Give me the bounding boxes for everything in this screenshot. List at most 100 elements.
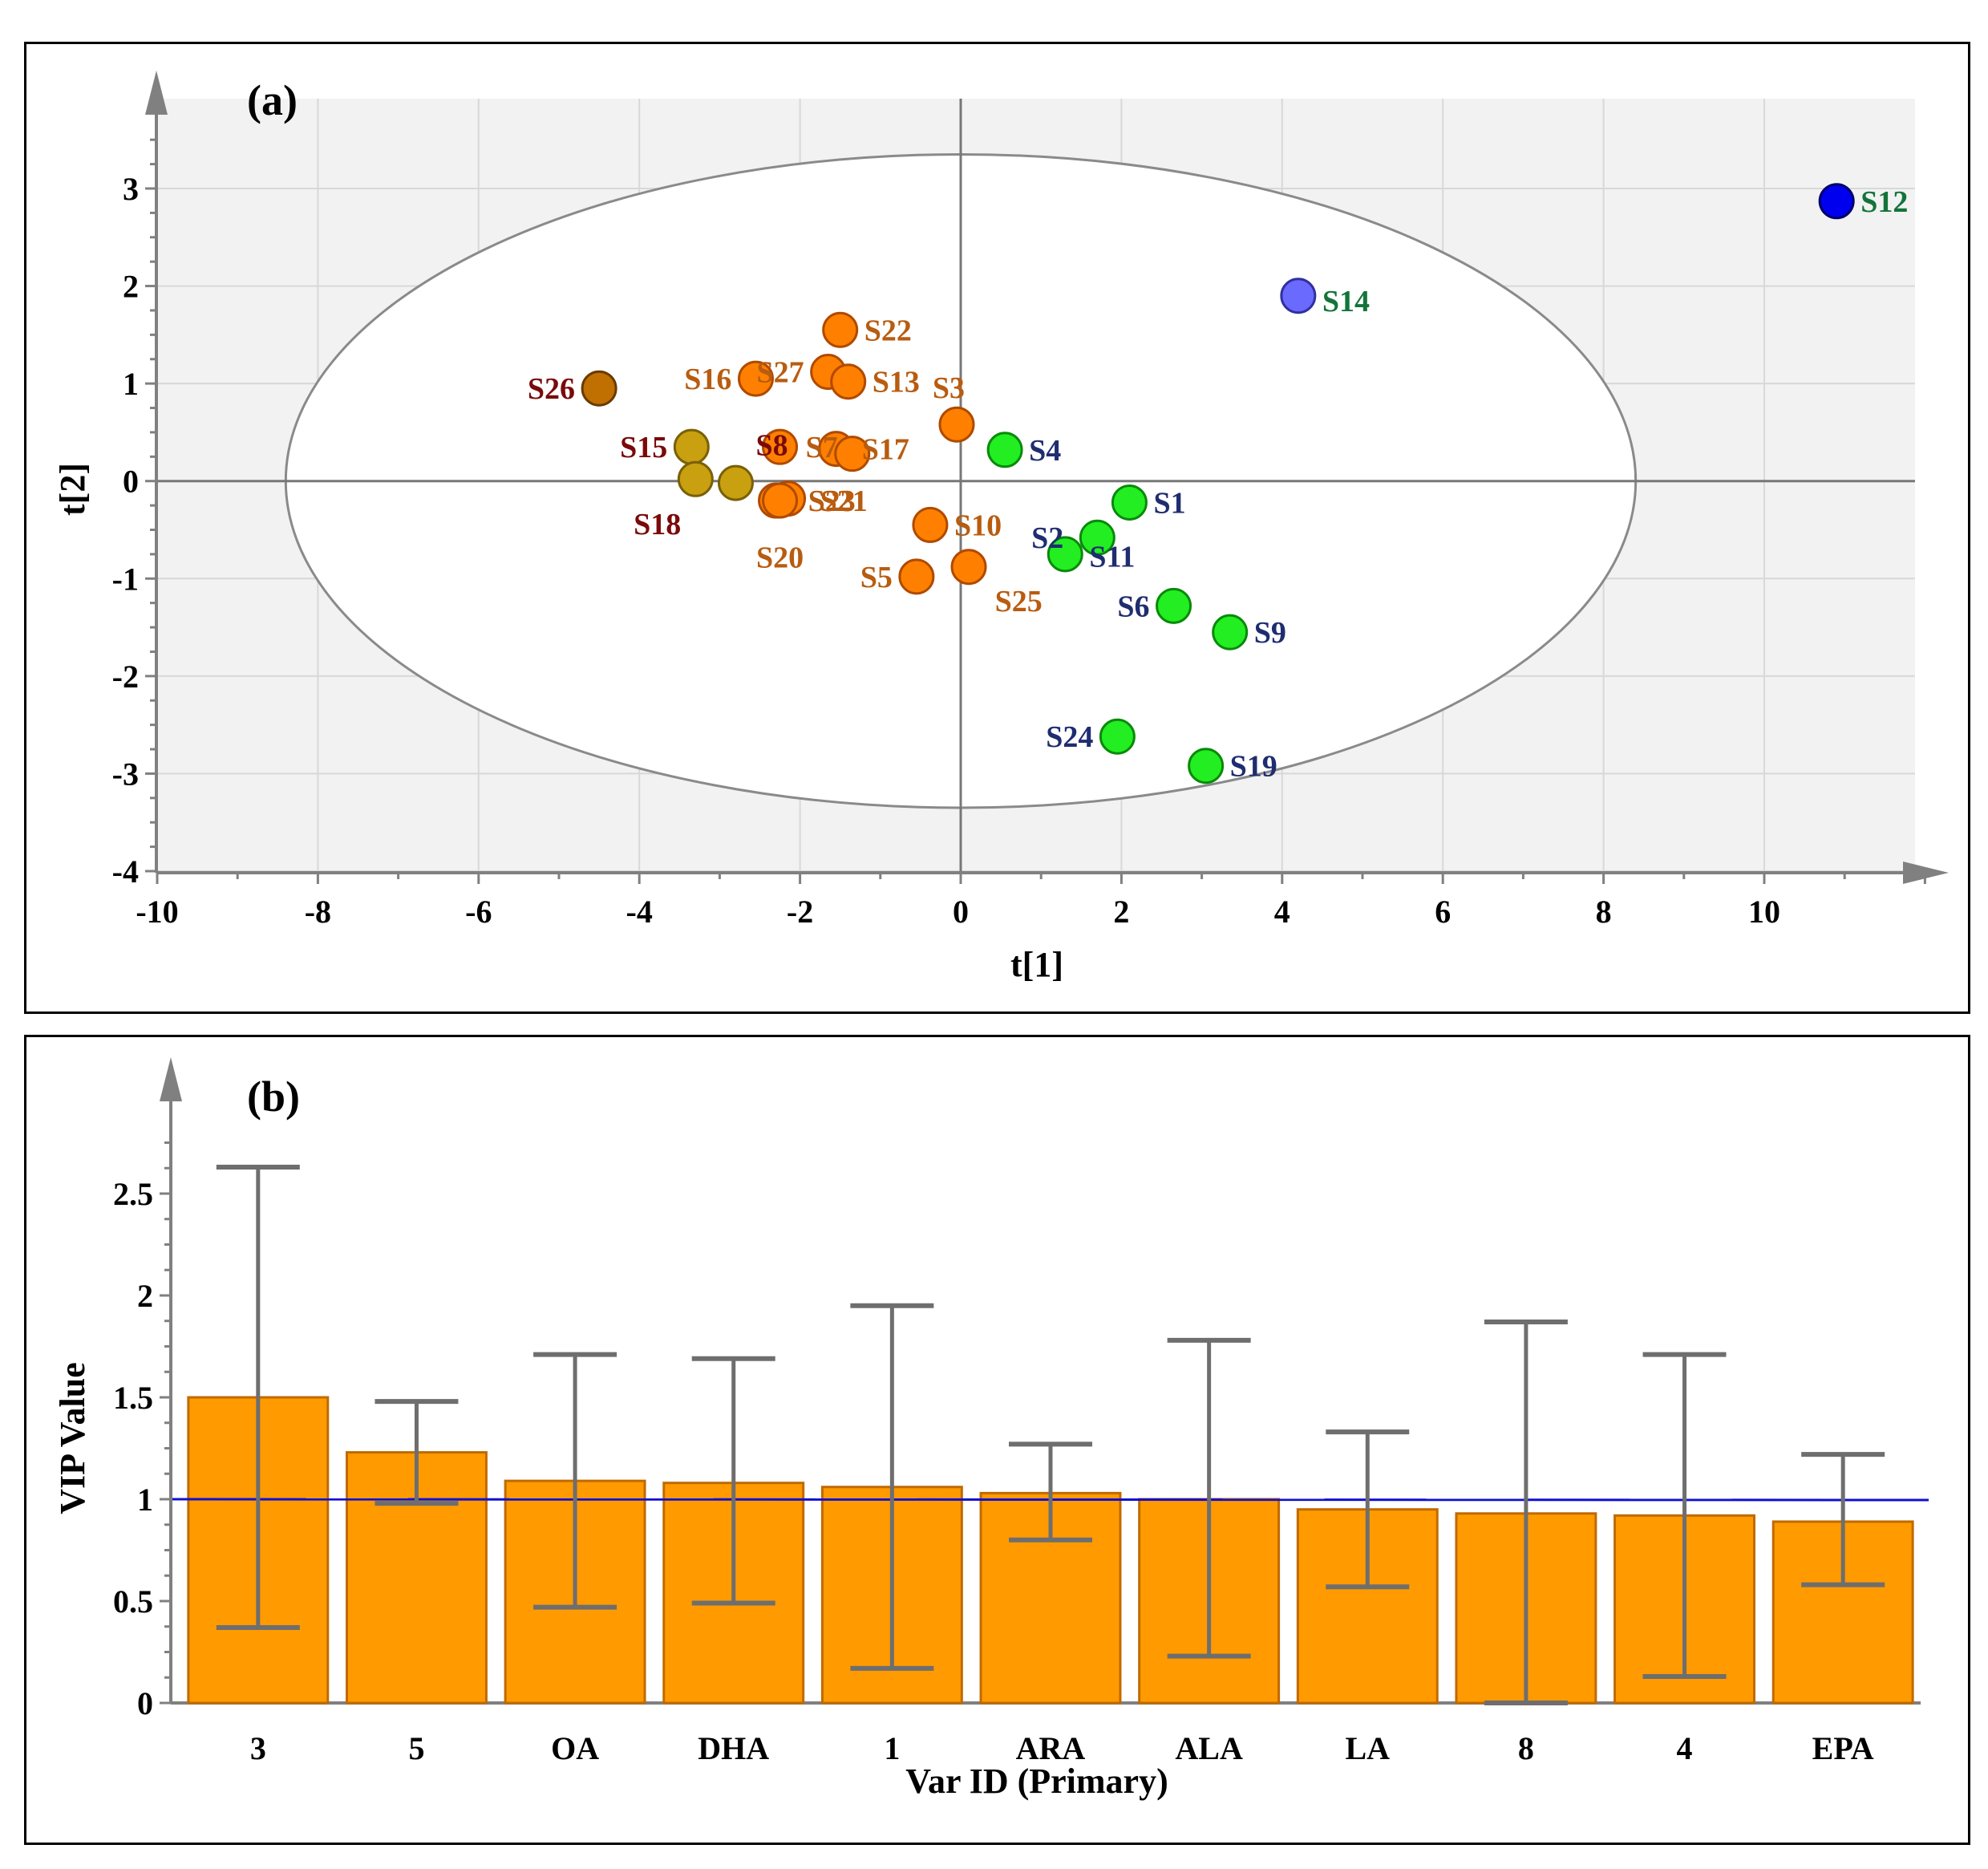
vip-y-tick-label: 2: [137, 1278, 153, 1314]
panel-label-a: (a): [247, 76, 298, 124]
vip-x-tick-labels: 3 5 OA DHA 1 ARA ALA LA 8 4 EPA: [250, 1730, 1874, 1766]
sample-point: [1212, 614, 1249, 651]
vip-y-tick-label: 1.5: [113, 1380, 153, 1416]
y-tick-label: 2: [123, 269, 139, 305]
vip-y-axis-label: VIP Value: [53, 1362, 92, 1514]
vip-x-tick-label: ARA: [1016, 1730, 1086, 1766]
y-axis-arrow: [145, 71, 168, 115]
y-tick-labels: -4 -3 -2 -1 0 1 2 3: [112, 171, 139, 890]
sample-point: [830, 363, 867, 400]
sample-point: [950, 549, 987, 586]
sample-label: S25: [995, 585, 1043, 618]
sample-label: S14: [1322, 285, 1370, 318]
vip-x-tick-label: 4: [1677, 1730, 1693, 1766]
x-tick-label: -4: [626, 894, 653, 930]
x-tick-label: -10: [136, 894, 178, 930]
y-tick-label: -1: [112, 561, 139, 597]
y-tick-label: 1: [123, 366, 139, 402]
y-tick-label: -2: [112, 659, 139, 695]
vip-error-bars: [216, 1164, 1885, 1705]
sample-point: [762, 482, 799, 519]
sample-point: [677, 460, 714, 497]
sample-point: [912, 506, 949, 543]
panel-label-b: (b): [247, 1072, 300, 1121]
y-tick-label: -4: [112, 853, 139, 890]
x-tick-label: 2: [1113, 894, 1129, 930]
y-tick-label: 0: [123, 464, 139, 500]
x-tick-label: 6: [1435, 894, 1451, 930]
sample-point: [898, 558, 935, 595]
x-axis-label: t[1]: [1010, 945, 1063, 984]
sample-label: S8: [755, 429, 788, 463]
vip-y-tick-label: 0: [137, 1685, 153, 1721]
sample-label: S16: [684, 363, 731, 396]
vip-x-tick-label: 3: [250, 1730, 266, 1766]
sample-label: S26: [528, 372, 575, 406]
x-tick-label: -8: [305, 894, 331, 930]
sample-point: [717, 464, 754, 501]
sample-label: S15: [620, 431, 667, 464]
vip-y-tick-label: 1: [137, 1482, 153, 1518]
sample-label: S21: [820, 484, 868, 518]
x-tick-label: 8: [1596, 894, 1612, 930]
y-axis-label: t[2]: [53, 463, 92, 516]
sample-point: [1111, 484, 1148, 521]
score-scatter-plot: -10 -8 -6 -4 -2 0 2 4 6 8 10 -4 -3 -2 -1 0 1 2 3 S12 S14 S2…: [53, 71, 1949, 984]
vip-plot-panel: 0 0.5 1 1.5 2 2.5 3 5 OA DHA 1 ARA ALA LA 8 4 EPA (b) V…: [24, 1035, 1970, 1845]
sample-point: [1079, 519, 1115, 556]
vip-y-tick-labels: 0 0.5 1 1.5 2 2.5: [113, 1176, 153, 1721]
sample-point: [1818, 183, 1855, 220]
score-plot-axes: [145, 71, 1949, 884]
x-tick-labels: -10 -8 -6 -4 -2 0 2 4 6 8 10: [136, 894, 1780, 930]
vip-y-axis-arrow: [160, 1057, 182, 1101]
sample-label: S4: [1029, 434, 1061, 468]
sample-label: S5: [860, 561, 893, 594]
sample-points: [581, 183, 1855, 784]
vip-x-axis-label: Var ID (Primary): [905, 1762, 1168, 1801]
hotelling-ellipse: [156, 99, 1915, 873]
vip-x-tick-label: DHA: [698, 1730, 769, 1766]
sample-label: S27: [756, 356, 804, 390]
sample-point: [834, 436, 871, 472]
sample-point: [822, 311, 859, 348]
sample-point: [1280, 278, 1317, 314]
vip-x-tick-label: ALA: [1175, 1730, 1243, 1766]
vip-x-tick-label: OA: [551, 1730, 599, 1766]
sample-label: S9: [1254, 616, 1286, 650]
sample-label: S3: [933, 371, 965, 405]
x-tick-label: 4: [1274, 894, 1290, 930]
sample-labels: S12 S14 S22 S26 S16 S27 S13 S3 S4 S15 S8 S7 S17 S18 S2…: [528, 185, 1908, 784]
sample-label: S6: [1117, 590, 1149, 623]
sample-point: [737, 360, 774, 397]
x-tick-label: -6: [465, 894, 492, 930]
sample-point: [1047, 536, 1083, 573]
sample-label: S20: [756, 541, 804, 575]
vip-x-tick-label: EPA: [1812, 1730, 1874, 1766]
x-tick-label: -2: [787, 894, 813, 930]
vip-y-tick-label: 2.5: [113, 1176, 153, 1212]
sample-point: [673, 428, 710, 465]
sample-point: [581, 370, 617, 407]
sample-label: S11: [1089, 540, 1135, 574]
vip-y-tick-label: 0.5: [113, 1583, 153, 1620]
sample-label: S13: [873, 366, 920, 399]
vip-x-tick-label: 1: [884, 1730, 900, 1766]
sample-label: S10: [954, 509, 1002, 542]
sample-label: S2: [1031, 521, 1063, 555]
sample-label: S7: [806, 431, 838, 464]
sample-label: S17: [862, 433, 909, 467]
y-tick-label: -3: [112, 756, 139, 792]
sample-label: S19: [1230, 750, 1277, 784]
sample-point: [1188, 748, 1225, 784]
sample-label: S12: [1860, 185, 1908, 219]
sample-label: S24: [1046, 720, 1093, 754]
sample-point: [986, 432, 1023, 468]
sample-point: [938, 406, 975, 443]
score-plot-panel: -10 -8 -6 -4 -2 0 2 4 6 8 10 -4 -3 -2 -1 0 1 2 3 S12 S14 S2…: [24, 42, 1970, 1014]
vip-x-tick-label: 8: [1518, 1730, 1534, 1766]
sample-point: [762, 428, 799, 465]
x-tick-label: 10: [1748, 894, 1780, 930]
sample-point: [1099, 718, 1136, 755]
y-tick-label: 3: [123, 171, 139, 207]
sample-point: [1156, 587, 1192, 624]
